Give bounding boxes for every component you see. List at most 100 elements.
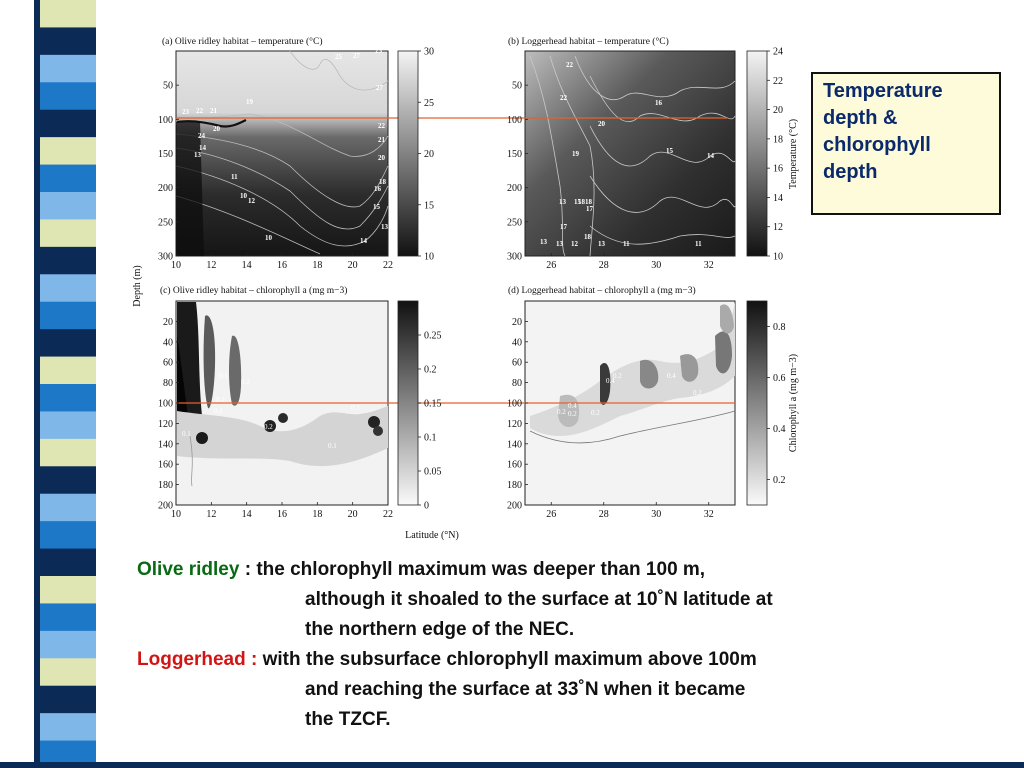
colorbar-tick-label: 16 [773, 164, 783, 175]
y-axis-label: Depth (m) [132, 265, 143, 306]
colorbar-b [746, 50, 768, 257]
y-tick-label: 50 [512, 81, 522, 92]
colorbar-tick-label: 10 [424, 252, 434, 263]
caption: Olive ridley : the chlorophyll maximum w… [137, 555, 997, 735]
colorbar-tick-label: 25 [424, 98, 434, 109]
stripe-block [40, 301, 96, 330]
colorbar-tick-label: 22 [773, 76, 783, 87]
y-tick-label: 250 [158, 217, 173, 228]
y-tick-label: 60 [512, 358, 522, 369]
panel-b-title: (b) Loggerhead habitat – temperature (°C… [508, 36, 669, 47]
x-tick-label: 10 [171, 260, 181, 271]
contour-label: 10 [265, 234, 273, 242]
stripe-block [40, 713, 96, 742]
contour-label: 27 [376, 84, 384, 92]
stripe-block [40, 274, 96, 303]
contour-label: 0.4 [606, 377, 615, 385]
contour-label: 17 [560, 223, 568, 231]
colorbar-d [746, 300, 768, 506]
contour-label: 17 [586, 205, 594, 213]
colorbar-tick-label: 12 [773, 222, 783, 233]
colorbar-tick-label: 0.05 [424, 467, 442, 478]
contour-label: 13 [540, 238, 548, 246]
y-tick-label: 40 [512, 337, 522, 348]
x-tick-label: 20 [348, 260, 358, 271]
stripe-block [40, 246, 96, 275]
y-tick-label: 120 [507, 419, 522, 430]
y-tick-label: 40 [163, 337, 173, 348]
contour-label: 0.1 [328, 442, 337, 450]
x-tick-label: 14 [242, 260, 252, 271]
panel-b-contours [529, 55, 736, 257]
x-tick-label: 12 [206, 509, 216, 520]
contour-label: 14 [360, 237, 368, 245]
stripe-block [40, 603, 96, 632]
x-tick-label: 30 [651, 260, 661, 271]
contour-label: 11 [231, 173, 238, 181]
panel-a-dark-left [176, 122, 204, 256]
contour-label: 14 [199, 144, 207, 152]
caption-text: : the chlorophyll maximum was deeper tha… [239, 559, 706, 580]
bottom-rule [0, 762, 1024, 768]
y-tick-label: 120 [158, 419, 173, 430]
stripe-block [40, 384, 96, 412]
colorbar-tick-label: 30 [424, 47, 434, 58]
contour-label: 0.2 [264, 423, 273, 431]
contour-label: 22 [378, 122, 386, 130]
colorbar-tick-label: 20 [773, 105, 783, 116]
contour-label: 23 [182, 108, 190, 116]
y-tick-label: 20 [512, 317, 522, 328]
stripe-block [40, 192, 96, 220]
panel-c-shapes [177, 302, 388, 487]
stripe-block [40, 27, 96, 56]
contour-label: 15 [373, 203, 381, 211]
contour-label: 13 [598, 240, 606, 248]
contour-label: 19 [246, 98, 254, 106]
contour-label: 22 [196, 107, 204, 115]
contour-label: 16 [655, 99, 663, 107]
stripe-block [40, 411, 96, 440]
colorbar-tick-label: 15 [424, 200, 434, 211]
y-tick-label: 180 [158, 480, 173, 491]
contour-label: 25 [335, 53, 343, 61]
callout-box: Temperature depth & chlorophyll depth [811, 72, 1001, 215]
contour-label: 0.4 [568, 402, 577, 410]
stripe-block [40, 356, 96, 385]
contour-label: 18 [585, 198, 593, 206]
x-tick-label: 14 [242, 509, 252, 520]
colorbar-tick-label: 0.15 [424, 399, 442, 410]
caption-text: with the subsurface chlorophyll maximum … [257, 649, 757, 670]
contour-label: 21 [378, 136, 386, 144]
contour-label: 13 [559, 198, 567, 206]
contour-label: 10 [240, 192, 248, 200]
colorbar-tick-label: 18 [773, 134, 783, 145]
x-tick-label: 22 [383, 260, 393, 271]
contour-label: 0.1 [351, 404, 360, 412]
y-tick-label: 20 [163, 317, 173, 328]
contour-label: 18 [578, 198, 586, 206]
contour-label: 13 [194, 151, 202, 159]
colorbar-d-label: Chlorophyll a (mg m−3) [788, 354, 799, 452]
stripe-block [40, 576, 96, 604]
y-tick-label: 250 [507, 217, 522, 228]
y-tick-label: 300 [507, 252, 522, 263]
stripe-block [40, 548, 96, 577]
panel-a-thermocline [176, 119, 247, 128]
colorbar-c [397, 300, 419, 506]
contour-label: 15 [666, 147, 674, 155]
colorbar-tick-label: 0.2 [773, 475, 786, 486]
contour-label: 0.1 [214, 407, 223, 415]
y-tick-label: 200 [507, 501, 522, 512]
contour-label: 18 [584, 233, 592, 241]
contour-label: 12 [248, 197, 256, 205]
x-tick-label: 22 [383, 509, 393, 520]
contour-label: 21 [210, 107, 218, 115]
colorbar-tick-label: 0.1 [424, 433, 437, 444]
contour-label: 0.1 [219, 372, 228, 380]
y-tick-label: 140 [507, 439, 522, 450]
contour-label: 19 [572, 150, 580, 158]
x-tick-label: 28 [599, 260, 609, 271]
caption-text: the TZCF. [305, 709, 391, 730]
panel-a-frame [175, 50, 389, 257]
colorbar-tick-label: 24 [773, 47, 783, 58]
